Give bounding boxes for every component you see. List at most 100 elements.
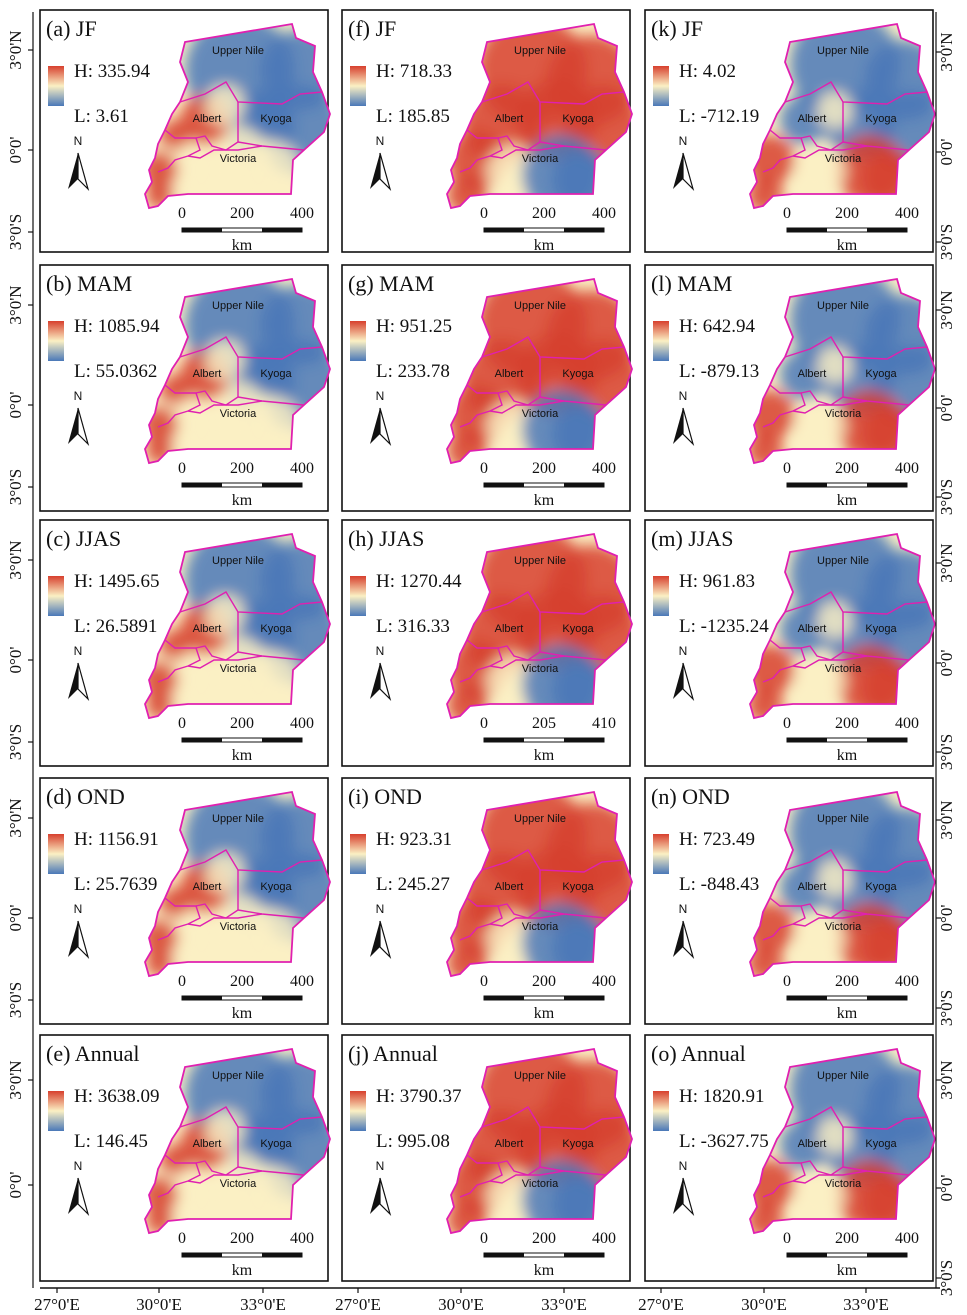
region-boundary (800, 1127, 844, 1176)
legend-high-value: H: 1156.91 (74, 829, 159, 850)
region-boundary (459, 639, 503, 683)
legend-colorbar (653, 1091, 669, 1131)
region-label-upper-nile: Upper Nile (514, 1070, 566, 1082)
region-boundary (195, 102, 239, 151)
scale-tick-label: 400 (592, 460, 616, 477)
y-tick-label-right: 3°0'N (937, 1060, 956, 1099)
region-label-kyoga: Kyoga (562, 368, 594, 380)
legend-low-value: L: 185.85 (376, 106, 450, 127)
panel-title: (h) JJAS (348, 526, 424, 551)
region-boundary (497, 357, 541, 406)
uganda-map: Upper Nile Albert Kyoga Victoria (749, 790, 936, 978)
y-tick-label-left: 3°0'N (6, 540, 25, 579)
y-tick-label-left: 3°0'S (6, 724, 25, 760)
region-label-victoria: Victoria (220, 153, 257, 165)
region-boundary (762, 384, 806, 428)
scale-unit: km (534, 237, 555, 254)
region-label-albert: Albert (193, 881, 222, 893)
surface-blob (160, 120, 190, 150)
panel-k: Upper Nile Albert Kyoga Victoria (k) JF H: 4.… (644, 9, 936, 254)
surface-blob (240, 140, 300, 200)
scale-bar: 0 200 400 km (783, 205, 919, 254)
region-label-kyoga: Kyoga (562, 1138, 594, 1150)
scale-bar: 0 200 400 km (480, 973, 616, 1022)
uganda-map: Upper Nile Albert Kyoga Victoria (446, 790, 633, 978)
uganda-map: Upper Nile Albert Kyoga Victoria (144, 790, 331, 978)
north-arrow-icon: N (673, 389, 695, 447)
scale-tick-label: 400 (290, 973, 314, 990)
country-outline (446, 532, 633, 720)
panel-title: (d) OND (46, 784, 125, 809)
region-label-kyoga: Kyoga (260, 881, 292, 893)
region-boundary (489, 655, 565, 669)
scale-tick-label: 205 (532, 715, 556, 732)
legend-colorbar (350, 66, 366, 106)
legend-low-value: L: -3627.75 (679, 1131, 769, 1152)
region-label-victoria: Victoria (825, 153, 862, 165)
legend-high-value: H: 1085.94 (74, 316, 160, 337)
legend-high-value: H: 335.94 (74, 61, 151, 82)
region-boundary (489, 400, 565, 414)
legend-low-value: L: -879.13 (679, 361, 759, 382)
region-label-kyoga: Kyoga (865, 1138, 897, 1150)
scale-tick-label: 200 (835, 715, 859, 732)
scale-bar: 0 200 400 km (480, 1230, 616, 1279)
scale-tick-label: 200 (532, 973, 556, 990)
panel-j: Upper Nile Albert Kyoga Victoria (j) Annual H… (341, 1034, 633, 1282)
country-outline (144, 532, 331, 720)
scale-unit: km (232, 747, 253, 764)
region-label-upper-nile: Upper Nile (514, 45, 566, 57)
legend-high-value: H: 642.94 (679, 316, 756, 337)
panel-title: (e) Annual (46, 1041, 139, 1066)
scale-tick-label: 400 (895, 460, 919, 477)
svg-text:N: N (74, 644, 83, 658)
region-label-upper-nile: Upper Nile (212, 555, 264, 567)
region-label-upper-nile: Upper Nile (212, 300, 264, 312)
legend-colorbar (48, 66, 64, 106)
y-tick-label-left: 0°0' (6, 1172, 25, 1199)
surface-blob (817, 602, 853, 638)
y-tick-label-left: 0°0' (6, 137, 25, 164)
scale-bar: 0 205 410 km (480, 715, 616, 764)
region-boundary (459, 129, 503, 173)
scale-tick-label: 0 (178, 460, 186, 477)
y-tick-label-left: 3°0'N (6, 798, 25, 837)
surface-blob (795, 400, 845, 450)
scale-tick-label: 400 (290, 715, 314, 732)
scale-bar: 0 200 400 km (178, 205, 314, 254)
legend-low-value: L: 55.0362 (74, 361, 157, 382)
scale-tick-label: 200 (230, 973, 254, 990)
surface-blob (817, 347, 853, 383)
scale-bar: 0 200 400 km (178, 460, 314, 509)
region-label-kyoga: Kyoga (260, 368, 292, 380)
scale-bar: 0 200 400 km (783, 1230, 919, 1279)
legend-low-value: L: 146.45 (74, 1131, 148, 1152)
scale-bar: 0 200 400 km (178, 715, 314, 764)
scale-bar: 0 200 400 km (783, 715, 919, 764)
scale-tick-label: 0 (480, 973, 488, 990)
legend-colorbar (350, 1091, 366, 1131)
region-label-kyoga: Kyoga (562, 881, 594, 893)
region-boundary (792, 913, 868, 927)
y-tick-label-right: 0°0' (937, 139, 956, 166)
x-tick-label: 33°0'E (541, 1295, 587, 1314)
scale-tick-label: 400 (592, 205, 616, 222)
scale-bar: 0 200 400 km (783, 460, 919, 509)
region-label-upper-nile: Upper Nile (212, 813, 264, 825)
panel-title: (a) JF (46, 16, 97, 41)
scale-tick-label: 0 (480, 460, 488, 477)
legend-colorbar (350, 576, 366, 616)
scale-tick-label: 200 (230, 1230, 254, 1247)
panel-i: Upper Nile Albert Kyoga Victoria (i) OND H: 9… (341, 777, 633, 1025)
region-boundary (800, 102, 844, 151)
legend-low-value: L: 316.33 (376, 616, 450, 637)
north-arrow-icon: N (68, 644, 90, 702)
country-outline (144, 1047, 331, 1235)
panel-title: (c) JJAS (46, 526, 121, 551)
region-label-upper-nile: Upper Nile (817, 45, 869, 57)
country-outline (144, 277, 331, 465)
uganda-map: Upper Nile Albert Kyoga Victoria (446, 277, 633, 465)
country-outline (446, 1047, 633, 1235)
region-label-albert: Albert (798, 1138, 827, 1150)
surface-blob (795, 913, 845, 963)
